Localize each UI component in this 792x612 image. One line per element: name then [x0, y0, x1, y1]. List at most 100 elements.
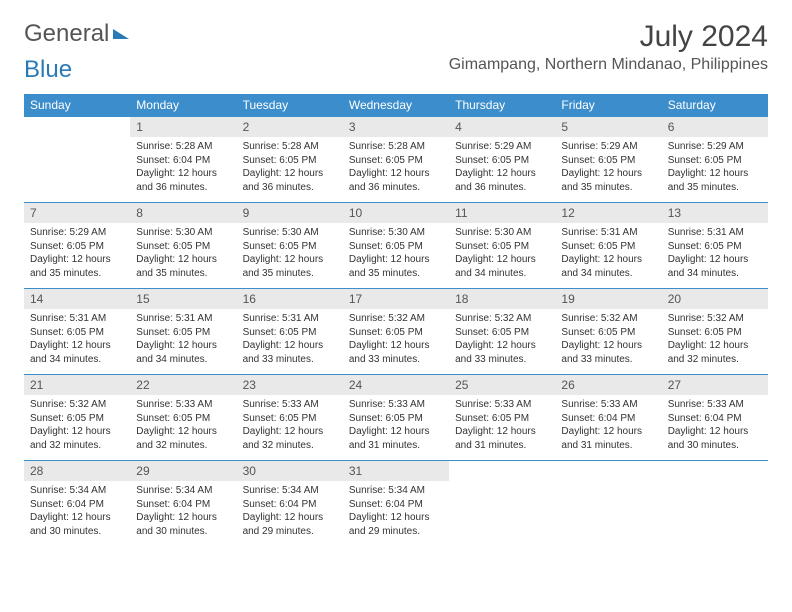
day-details: Sunrise: 5:32 AMSunset: 6:05 PMDaylight:… [449, 309, 555, 372]
day-number: 17 [343, 289, 449, 309]
calendar-table: SundayMondayTuesdayWednesdayThursdayFrid… [24, 94, 768, 547]
calendar-cell: 18Sunrise: 5:32 AMSunset: 6:05 PMDayligh… [449, 289, 555, 375]
calendar-cell: 9Sunrise: 5:30 AMSunset: 6:05 PMDaylight… [237, 203, 343, 289]
day-number: 14 [24, 289, 130, 309]
calendar-cell: 7Sunrise: 5:29 AMSunset: 6:05 PMDaylight… [24, 203, 130, 289]
calendar-cell: 31Sunrise: 5:34 AMSunset: 6:04 PMDayligh… [343, 461, 449, 547]
day-number: 6 [662, 117, 768, 137]
calendar-cell: 8Sunrise: 5:30 AMSunset: 6:05 PMDaylight… [130, 203, 236, 289]
calendar-cell: 22Sunrise: 5:33 AMSunset: 6:05 PMDayligh… [130, 375, 236, 461]
day-number: 23 [237, 375, 343, 395]
calendar-cell: 1Sunrise: 5:28 AMSunset: 6:04 PMDaylight… [130, 117, 236, 203]
day-number: 1 [130, 117, 236, 137]
calendar-cell: 16Sunrise: 5:31 AMSunset: 6:05 PMDayligh… [237, 289, 343, 375]
day-number: 22 [130, 375, 236, 395]
calendar-cell: 19Sunrise: 5:32 AMSunset: 6:05 PMDayligh… [555, 289, 661, 375]
day-details: Sunrise: 5:33 AMSunset: 6:05 PMDaylight:… [449, 395, 555, 458]
calendar-cell: 11Sunrise: 5:30 AMSunset: 6:05 PMDayligh… [449, 203, 555, 289]
day-number: 29 [130, 461, 236, 481]
weekday-header: Saturday [662, 94, 768, 117]
calendar-cell: 29Sunrise: 5:34 AMSunset: 6:04 PMDayligh… [130, 461, 236, 547]
logo-text-1: General [24, 20, 109, 48]
weekday-header: Thursday [449, 94, 555, 117]
day-details: Sunrise: 5:30 AMSunset: 6:05 PMDaylight:… [237, 223, 343, 286]
calendar-cell: 23Sunrise: 5:33 AMSunset: 6:05 PMDayligh… [237, 375, 343, 461]
day-details: Sunrise: 5:32 AMSunset: 6:05 PMDaylight:… [662, 309, 768, 372]
day-details: Sunrise: 5:31 AMSunset: 6:05 PMDaylight:… [555, 223, 661, 286]
calendar-cell: 26Sunrise: 5:33 AMSunset: 6:04 PMDayligh… [555, 375, 661, 461]
logo-triangle-icon [113, 29, 129, 39]
logo-text-2: Blue [24, 56, 72, 84]
day-details: Sunrise: 5:34 AMSunset: 6:04 PMDaylight:… [343, 481, 449, 544]
day-details: Sunrise: 5:31 AMSunset: 6:05 PMDaylight:… [130, 309, 236, 372]
calendar-cell: 10Sunrise: 5:30 AMSunset: 6:05 PMDayligh… [343, 203, 449, 289]
day-details: Sunrise: 5:34 AMSunset: 6:04 PMDaylight:… [130, 481, 236, 544]
weekday-header: Friday [555, 94, 661, 117]
day-number: 10 [343, 203, 449, 223]
weekday-header: Tuesday [237, 94, 343, 117]
calendar-cell: 20Sunrise: 5:32 AMSunset: 6:05 PMDayligh… [662, 289, 768, 375]
day-details: Sunrise: 5:30 AMSunset: 6:05 PMDaylight:… [130, 223, 236, 286]
day-details: Sunrise: 5:33 AMSunset: 6:05 PMDaylight:… [237, 395, 343, 458]
calendar-cell: 15Sunrise: 5:31 AMSunset: 6:05 PMDayligh… [130, 289, 236, 375]
day-number: 8 [130, 203, 236, 223]
title-block: July 2024 Gimampang, Northern Mindanao, … [449, 20, 768, 74]
calendar-week: 7Sunrise: 5:29 AMSunset: 6:05 PMDaylight… [24, 203, 768, 289]
day-details: Sunrise: 5:33 AMSunset: 6:04 PMDaylight:… [555, 395, 661, 458]
calendar-cell: 3Sunrise: 5:28 AMSunset: 6:05 PMDaylight… [343, 117, 449, 203]
month-title: July 2024 [449, 20, 768, 54]
day-details: Sunrise: 5:34 AMSunset: 6:04 PMDaylight:… [237, 481, 343, 544]
day-number: 24 [343, 375, 449, 395]
calendar-cell: 25Sunrise: 5:33 AMSunset: 6:05 PMDayligh… [449, 375, 555, 461]
calendar-head: SundayMondayTuesdayWednesdayThursdayFrid… [24, 94, 768, 117]
logo: General [24, 20, 129, 48]
weekday-header: Monday [130, 94, 236, 117]
day-details: Sunrise: 5:32 AMSunset: 6:05 PMDaylight:… [343, 309, 449, 372]
day-number: 2 [237, 117, 343, 137]
day-details: Sunrise: 5:30 AMSunset: 6:05 PMDaylight:… [449, 223, 555, 286]
calendar-week: 28Sunrise: 5:34 AMSunset: 6:04 PMDayligh… [24, 461, 768, 547]
calendar-body: 1Sunrise: 5:28 AMSunset: 6:04 PMDaylight… [24, 117, 768, 547]
day-number: 16 [237, 289, 343, 309]
day-details: Sunrise: 5:34 AMSunset: 6:04 PMDaylight:… [24, 481, 130, 544]
day-number: 12 [555, 203, 661, 223]
day-details: Sunrise: 5:28 AMSunset: 6:04 PMDaylight:… [130, 137, 236, 200]
day-number: 27 [662, 375, 768, 395]
day-details: Sunrise: 5:30 AMSunset: 6:05 PMDaylight:… [343, 223, 449, 286]
day-number: 13 [662, 203, 768, 223]
day-number: 7 [24, 203, 130, 223]
day-number: 30 [237, 461, 343, 481]
calendar-cell: 13Sunrise: 5:31 AMSunset: 6:05 PMDayligh… [662, 203, 768, 289]
day-number: 20 [662, 289, 768, 309]
calendar-cell: 2Sunrise: 5:28 AMSunset: 6:05 PMDaylight… [237, 117, 343, 203]
calendar-cell: 24Sunrise: 5:33 AMSunset: 6:05 PMDayligh… [343, 375, 449, 461]
calendar-cell: 14Sunrise: 5:31 AMSunset: 6:05 PMDayligh… [24, 289, 130, 375]
calendar-week: 1Sunrise: 5:28 AMSunset: 6:04 PMDaylight… [24, 117, 768, 203]
calendar-cell: 4Sunrise: 5:29 AMSunset: 6:05 PMDaylight… [449, 117, 555, 203]
day-number: 26 [555, 375, 661, 395]
day-details: Sunrise: 5:29 AMSunset: 6:05 PMDaylight:… [555, 137, 661, 200]
calendar-cell: 12Sunrise: 5:31 AMSunset: 6:05 PMDayligh… [555, 203, 661, 289]
day-details: Sunrise: 5:32 AMSunset: 6:05 PMDaylight:… [24, 395, 130, 458]
day-number: 19 [555, 289, 661, 309]
day-number: 21 [24, 375, 130, 395]
calendar-week: 14Sunrise: 5:31 AMSunset: 6:05 PMDayligh… [24, 289, 768, 375]
day-number: 4 [449, 117, 555, 137]
calendar-cell: 21Sunrise: 5:32 AMSunset: 6:05 PMDayligh… [24, 375, 130, 461]
day-number: 28 [24, 461, 130, 481]
calendar-cell [555, 461, 661, 547]
calendar-cell [662, 461, 768, 547]
calendar-cell: 6Sunrise: 5:29 AMSunset: 6:05 PMDaylight… [662, 117, 768, 203]
day-details: Sunrise: 5:32 AMSunset: 6:05 PMDaylight:… [555, 309, 661, 372]
day-number: 25 [449, 375, 555, 395]
calendar-cell: 5Sunrise: 5:29 AMSunset: 6:05 PMDaylight… [555, 117, 661, 203]
calendar-cell: 30Sunrise: 5:34 AMSunset: 6:04 PMDayligh… [237, 461, 343, 547]
day-number: 9 [237, 203, 343, 223]
calendar-cell [449, 461, 555, 547]
day-number: 11 [449, 203, 555, 223]
day-details: Sunrise: 5:31 AMSunset: 6:05 PMDaylight:… [662, 223, 768, 286]
location: Gimampang, Northern Mindanao, Philippine… [449, 56, 768, 74]
weekday-header: Wednesday [343, 94, 449, 117]
weekday-header: Sunday [24, 94, 130, 117]
day-details: Sunrise: 5:28 AMSunset: 6:05 PMDaylight:… [343, 137, 449, 200]
